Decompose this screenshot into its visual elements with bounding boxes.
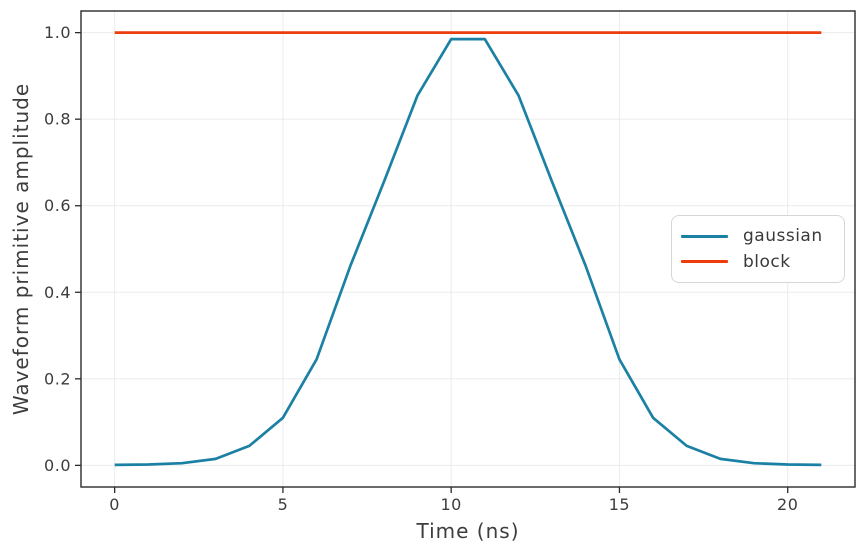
y-tick-label: 0.0: [44, 456, 71, 475]
legend: gaussian block: [671, 215, 845, 283]
legend-label-block: block: [743, 251, 791, 272]
x-tick-label: 10: [440, 495, 461, 514]
x-tick-label: 15: [609, 495, 630, 514]
gaussian-line: [114, 37, 822, 467]
x-tick-label: 0: [109, 495, 120, 514]
y-tick-label: 0.2: [44, 369, 71, 388]
x-axis-label: Time (ns): [416, 519, 520, 543]
y-tick-label: 1.0: [44, 23, 71, 42]
y-tick-label: 0.4: [44, 283, 71, 302]
y-tick-label: 0.8: [44, 110, 71, 129]
legend-item-block: block: [681, 252, 844, 272]
y-axis-label: Waveform primitive amplitude: [9, 82, 33, 416]
x-tick-label: 5: [278, 495, 289, 514]
y-tick-label: 0.6: [44, 196, 71, 215]
x-tick-label: 20: [777, 495, 798, 514]
plot-area-border: [80, 10, 856, 488]
legend-label-gaussian: gaussian: [743, 226, 823, 247]
legend-item-gaussian: gaussian: [681, 226, 844, 246]
block-line-swatch: [681, 260, 728, 264]
gaussian-line-swatch: [681, 234, 728, 238]
